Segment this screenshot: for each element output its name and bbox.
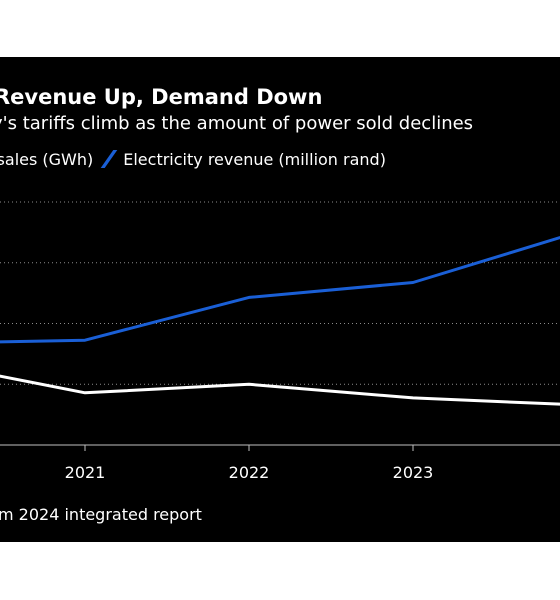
x-tick-label: 2021 [65, 463, 106, 482]
chart-title: Revenue Up, Demand Down [0, 85, 323, 109]
legend-swatch-revenue [100, 150, 118, 168]
x-tick-label: 2022 [229, 463, 270, 482]
legend-label-sales: y sales (GWh) [0, 149, 94, 169]
chart-subtitle: y's tariffs climb as the amount of power… [0, 113, 474, 134]
legend-label-revenue: Electricity revenue (million rand) [123, 149, 386, 169]
source-note: m 2024 integrated report [0, 505, 202, 524]
chart-svg: 2021 2022 2023 [0, 201, 560, 482]
chart-panel: 2021 2022 2023 Revenue Up, Demand Down y's… [0, 57, 560, 542]
series-line-revenue [0, 236, 560, 344]
legend-item-sales: y sales (GWh) [0, 150, 93, 169]
series-line-sales [0, 374, 560, 406]
x-tick-label: 2023 [393, 463, 434, 482]
legend: y sales (GWh) Electricity revenue (milli… [0, 148, 386, 170]
legend-item-revenue: Electricity revenue (million rand) [93, 150, 386, 169]
